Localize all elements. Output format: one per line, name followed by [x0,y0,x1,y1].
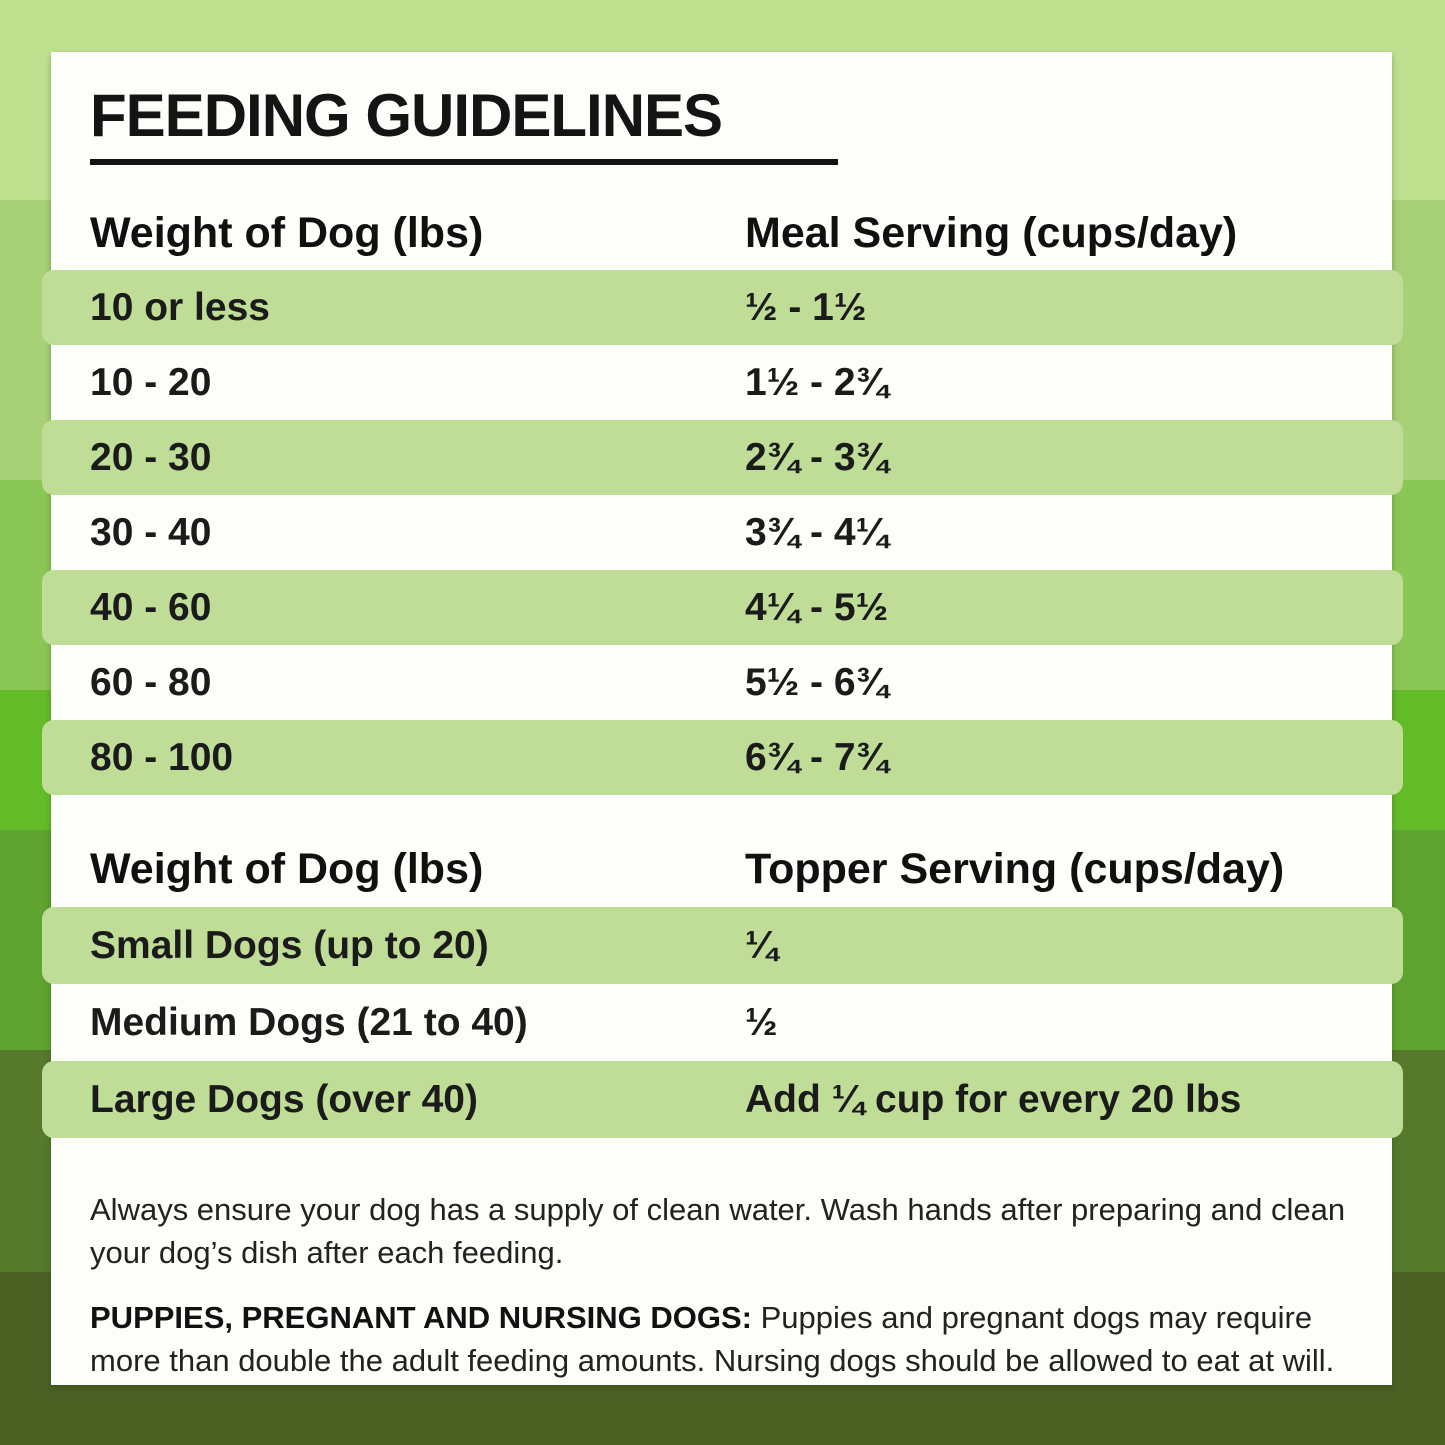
meal-col1-header: Weight of Dog (lbs) [90,209,484,257]
topper-col2-header: Topper Serving (cups/day) [745,845,1285,893]
serving-cell: 6¾ - 7¾ [745,735,889,779]
weight-cell: Medium Dogs (21 to 40) [90,1000,528,1044]
meal-table-header: Weight of Dog (lbs) Meal Serving (cups/d… [51,209,1392,257]
topper-col1-header: Weight of Dog (lbs) [90,845,484,893]
puppies-note: PUPPIES, PREGNANT AND NURSING DOGS: Pupp… [90,1296,1353,1382]
weight-cell: 10 - 20 [90,360,212,404]
weight-cell: Small Dogs (up to 20) [90,923,489,967]
table-row: 80 - 100 6¾ - 7¾ [42,720,1403,795]
serving-cell: 3¾ - 4¼ [745,510,889,554]
table-row: 20 - 30 2¾ - 3¾ [42,420,1403,495]
table-row: 10 - 20 1½ - 2¾ [51,345,1392,420]
weight-cell: Large Dogs (over 40) [90,1077,478,1121]
puppies-note-label: PUPPIES, PREGNANT AND NURSING DOGS: [90,1300,752,1335]
title-underline [90,159,838,165]
serving-cell: ¼ [745,923,778,967]
page-title: FEEDING GUIDELINES [90,82,723,149]
weight-cell: 10 or less [90,285,270,329]
serving-cell: ½ - 1½ [745,285,867,329]
table-row: 60 - 80 5½ - 6¾ [51,645,1392,720]
water-note: Always ensure your dog has a supply of c… [90,1192,1346,1270]
weight-cell: 60 - 80 [90,660,212,704]
puppies-note-text: Puppies and pregnant dogs may require mo… [90,1300,1335,1378]
serving-cell: 4¼ - 5½ [745,585,889,629]
table-row: 30 - 40 3¾ - 4¼ [51,495,1392,570]
weight-cell: 40 - 60 [90,585,212,629]
serving-cell: Add ¼ cup for every 20 lbs [745,1077,1242,1121]
weight-cell: 80 - 100 [90,735,234,779]
meal-col2-header: Meal Serving (cups/day) [745,209,1238,257]
weight-cell: 20 - 30 [90,435,212,479]
table-row: Large Dogs (over 40) Add ¼ cup for every… [42,1061,1403,1138]
feeding-guidelines-card: FEEDING GUIDELINES Weight of Dog (lbs) M… [42,52,1403,1385]
weight-cell: 30 - 40 [90,510,212,554]
topper-table-rows: Small Dogs (up to 20) ¼ Medium Dogs (21 … [42,907,1403,1138]
serving-cell: 5½ - 6¾ [745,660,889,704]
meal-table-rows: 10 or less ½ - 1½ 10 - 20 1½ - 2¾ 20 - 3… [42,270,1403,795]
serving-cell: 2¾ - 3¾ [745,435,889,479]
serving-cell: 1½ - 2¾ [745,360,889,404]
serving-cell: ½ [745,1000,778,1044]
table-row: 10 or less ½ - 1½ [42,270,1403,345]
table-row: 40 - 60 4¼ - 5½ [42,570,1403,645]
footnotes: Always ensure your dog has a supply of c… [90,1188,1353,1382]
table-row: Medium Dogs (21 to 40) ½ [51,984,1392,1061]
table-row: Small Dogs (up to 20) ¼ [42,907,1403,984]
topper-table-header: Weight of Dog (lbs) Topper Serving (cups… [51,845,1392,893]
